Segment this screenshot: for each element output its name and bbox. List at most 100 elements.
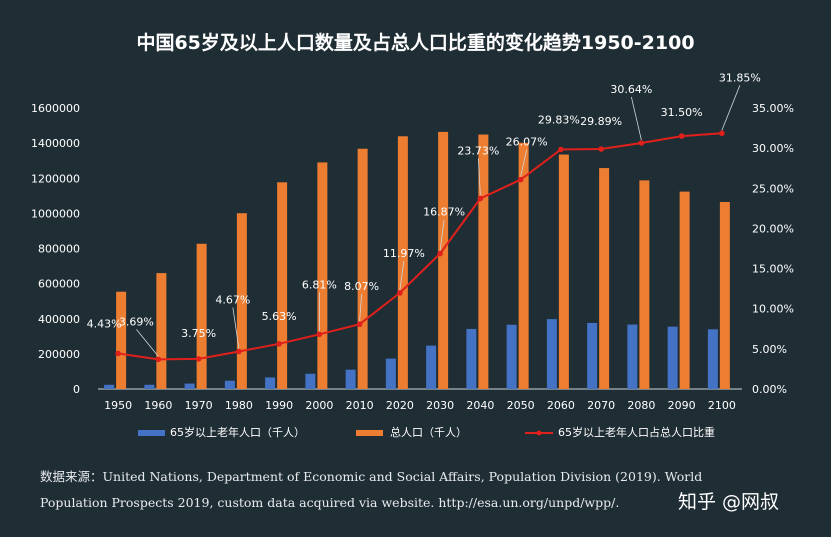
- left-axis-tick-label: 1000000: [31, 207, 80, 220]
- x-axis-tick-label: 2040: [466, 399, 494, 412]
- bar-total-population: [277, 182, 288, 389]
- bar-total-population: [599, 168, 610, 389]
- data-label-elderly-share: 4.43%: [87, 317, 122, 330]
- bar-total-population: [518, 142, 529, 389]
- line-point-elderly-share: [558, 146, 564, 153]
- data-label-elderly-share: 29.89%: [580, 115, 622, 128]
- legend-label-total: 总人口（千人）: [390, 425, 467, 439]
- bar-elderly-population: [104, 384, 115, 389]
- x-axis-tick-label: 2070: [587, 399, 615, 412]
- line-point-elderly-share: [195, 356, 202, 362]
- bar-total-population: [397, 136, 408, 389]
- data-label-elderly-share: 23.73%: [457, 144, 499, 157]
- legend-swatch-share-marker: [536, 430, 542, 436]
- bar-total-population: [236, 213, 247, 389]
- bar-elderly-population: [305, 373, 316, 389]
- data-label-elderly-share: 3.75%: [181, 327, 216, 340]
- legend-label-share: 65岁以上老年人口占总人口比重: [558, 425, 715, 439]
- data-label-elderly-share: 26.07%: [506, 136, 548, 149]
- data-label-leader: [477, 158, 481, 196]
- right-axis-tick-label: 30.00%: [752, 142, 794, 155]
- line-point-elderly-share: [236, 348, 242, 355]
- line-point-elderly-share: [719, 130, 725, 137]
- legend-swatch-total: [356, 430, 383, 436]
- x-axis-tick-label: 2090: [668, 399, 696, 412]
- data-label-elderly-share: 5.63%: [262, 310, 297, 323]
- bar-elderly-population: [144, 384, 155, 389]
- line-point-elderly-share: [155, 356, 162, 363]
- left-axis-tick-label: 400000: [38, 313, 80, 326]
- bar-elderly-population: [184, 383, 195, 389]
- data-label-leader: [359, 294, 363, 322]
- x-axis-tick-label: 1950: [104, 399, 132, 412]
- right-axis-tick-label: 20.00%: [752, 222, 794, 235]
- line-point-elderly-share: [477, 195, 484, 202]
- data-label-elderly-share: 4.67%: [215, 294, 250, 307]
- bar-elderly-population: [546, 319, 557, 389]
- x-axis-tick-label: 1970: [185, 399, 213, 412]
- bar-elderly-population: [466, 328, 477, 389]
- bar-total-population: [719, 201, 730, 389]
- right-axis-tick-label: 5.00%: [752, 343, 787, 356]
- x-axis-tick-label: 2060: [547, 399, 575, 412]
- x-axis-tick-label: 2050: [507, 399, 535, 412]
- line-point-elderly-share: [598, 146, 604, 152]
- watermark: 知乎 @网叔: [678, 491, 780, 513]
- data-label-leader: [520, 149, 528, 177]
- bar-total-population: [317, 162, 328, 389]
- bar-elderly-population: [345, 369, 356, 389]
- data-label-leader: [439, 219, 445, 251]
- data-label-elderly-share: 30.64%: [610, 83, 652, 96]
- data-label-leader: [232, 307, 240, 349]
- bar-elderly-population: [506, 324, 517, 389]
- left-axis-tick-label: 200000: [38, 348, 80, 361]
- data-label-elderly-share: 11.97%: [383, 247, 425, 260]
- bar-total-population: [438, 131, 449, 389]
- data-label-leader: [136, 329, 159, 357]
- bar-total-population: [357, 148, 368, 389]
- data-label-elderly-share: 16.87%: [423, 206, 465, 219]
- bar-elderly-population: [627, 324, 638, 389]
- legend-label-elderly: 65岁以上老年人口（千人）: [170, 425, 305, 439]
- line-point-elderly-share: [517, 176, 524, 183]
- chart-title: 中国65岁及以上人口数量及占总人口比重的变化趋势1950-2100: [136, 32, 695, 54]
- data-label-leader: [630, 96, 642, 141]
- x-axis-tick-label: 2080: [627, 399, 655, 412]
- bar-total-population: [116, 291, 127, 389]
- left-axis-tick-label: 0: [73, 383, 80, 396]
- bar-elderly-population: [265, 377, 276, 389]
- data-label-elderly-share: 29.83%: [538, 114, 580, 127]
- right-axis-tick-label: 0.00%: [752, 383, 787, 396]
- bar-total-population: [156, 273, 167, 389]
- left-axis-tick-label: 1200000: [31, 172, 80, 185]
- data-label-elderly-share: 31.50%: [661, 106, 703, 119]
- line-elderly-share: [117, 132, 722, 361]
- line-point-elderly-share: [356, 321, 363, 328]
- data-label-leader: [721, 85, 741, 131]
- x-axis-tick-label: 2000: [305, 399, 333, 412]
- line-point-elderly-share: [276, 340, 282, 347]
- x-axis-tick-label: 1960: [144, 399, 172, 412]
- bar-total-population: [478, 134, 489, 389]
- bar-total-population: [679, 191, 690, 389]
- left-axis-tick-label: 1400000: [31, 137, 80, 150]
- x-axis-tick-label: 1990: [265, 399, 293, 412]
- x-axis-tick-label: 2020: [386, 399, 414, 412]
- legend-swatch-elderly: [138, 430, 165, 436]
- line-point-elderly-share: [316, 331, 323, 338]
- right-axis-tick-label: 15.00%: [752, 263, 794, 276]
- data-label-elderly-share: 6.81%: [302, 278, 337, 291]
- bar-total-population: [639, 180, 650, 389]
- data-label-elderly-share: 31.85%: [719, 71, 761, 84]
- left-axis-tick-label: 800000: [38, 243, 80, 256]
- data-label-leader: [399, 260, 405, 290]
- data-label-elderly-share: 8.07%: [344, 280, 379, 293]
- x-axis-tick-label: 2010: [346, 399, 374, 412]
- left-axis-tick-label: 600000: [38, 278, 80, 291]
- x-axis-tick-label: 2030: [426, 399, 454, 412]
- bar-elderly-population: [587, 322, 598, 389]
- line-point-elderly-share: [115, 350, 121, 357]
- bar-total-population: [196, 243, 207, 389]
